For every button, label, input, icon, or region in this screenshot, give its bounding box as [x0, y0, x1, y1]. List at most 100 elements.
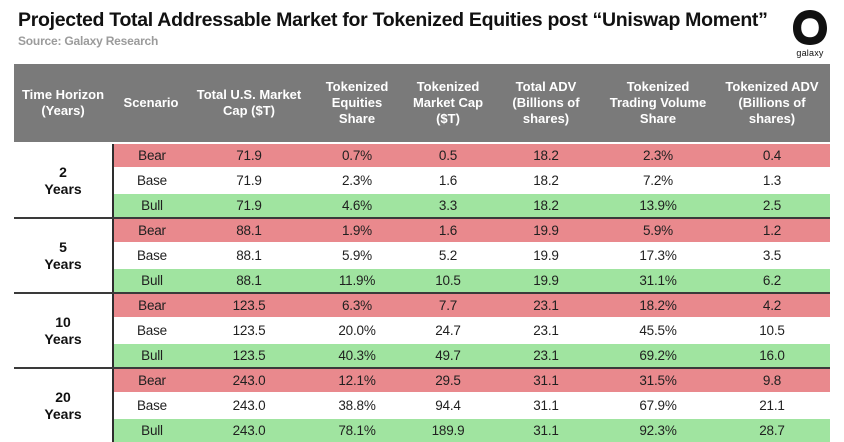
value-cell: 71.9: [236, 198, 262, 213]
scenario-cell: Bear: [138, 148, 166, 163]
scenario-rows: Bear 88.1 1.9% 1.6 19.9 5.9% 1.2 Base 88.1 5.9% 5.…: [112, 219, 830, 292]
table-row: Bear 71.9 0.7% 0.5 18.2 2.3% 0.4: [114, 144, 830, 167]
table-row: Bull 71.9 4.6% 3.3 18.2 13.9% 2.5: [114, 192, 830, 217]
column-header: Tokenized ADV (Billions of shares): [725, 78, 819, 127]
value-cell: 4.6%: [342, 198, 372, 213]
value-cell: 1.6: [438, 223, 458, 238]
value-cell: 123.5: [232, 348, 266, 363]
value-cell: 21.1: [759, 398, 785, 413]
value-cell: 24.7: [435, 323, 461, 338]
table-header-row: Time Horizon (Years) Scenario Total U.S. M…: [14, 64, 830, 142]
value-cell: 2.5: [762, 198, 782, 213]
value-cell: 10.5: [435, 273, 461, 288]
value-cell: 13.9%: [639, 198, 677, 213]
time-horizon-cell: 5 Years: [14, 219, 112, 292]
value-cell: 78.1%: [338, 423, 376, 438]
scenario-cell: Bull: [141, 273, 163, 288]
table-row: Bull 88.1 11.9% 10.5 19.9 31.1% 6.2: [114, 267, 830, 292]
value-cell: 0.4: [762, 148, 782, 163]
value-cell: 123.5: [232, 298, 266, 313]
value-cell: 19.9: [533, 223, 559, 238]
value-cell: 7.7: [438, 298, 458, 313]
value-cell: 18.2: [533, 148, 559, 163]
value-cell: 19.9: [533, 273, 559, 288]
table-body: 2 Years Bear 71.9 0.7% 0.5 18.2 2.3% 0.4 Base 71.9…: [14, 144, 830, 442]
value-cell: 92.3%: [639, 423, 677, 438]
value-cell: 31.1%: [639, 273, 677, 288]
value-cell: 0.7%: [342, 148, 372, 163]
value-cell: 94.4: [435, 398, 461, 413]
time-horizon-cell: 10 Years: [14, 294, 112, 367]
value-cell: 88.1: [236, 248, 262, 263]
column-header: Scenario: [123, 94, 179, 110]
galaxy-logo-text: galaxy: [796, 48, 824, 58]
table-row: Bear 123.5 6.3% 7.7 23.1 18.2% 4.2: [114, 294, 830, 317]
table-row: Bear 88.1 1.9% 1.6 19.9 5.9% 1.2: [114, 219, 830, 242]
scenario-cell: Bear: [138, 298, 166, 313]
value-cell: 18.2: [533, 198, 559, 213]
value-cell: 1.3: [762, 173, 782, 188]
scenario-cell: Base: [137, 323, 167, 338]
projection-table: Time Horizon (Years) Scenario Total U.S. M…: [14, 64, 830, 442]
source-attribution: Source: Galaxy Research: [18, 34, 159, 49]
value-cell: 12.1%: [338, 373, 376, 388]
column-header: Tokenized Trading Volume Share: [609, 78, 707, 127]
value-cell: 40.3%: [338, 348, 376, 363]
value-cell: 16.0: [759, 348, 785, 363]
value-cell: 3.5: [762, 248, 782, 263]
column-header: Tokenized Market Cap ($T): [412, 78, 484, 127]
masthead: Projected Total Addressable Market for T…: [14, 9, 830, 58]
value-cell: 6.2: [762, 273, 782, 288]
scenario-cell: Bull: [141, 198, 163, 213]
value-cell: 88.1: [236, 273, 262, 288]
scenario-rows: Bear 71.9 0.7% 0.5 18.2 2.3% 0.4 Base 71.9 2.3% 1.…: [112, 144, 830, 217]
time-horizon-cell: 20 Years: [14, 369, 112, 442]
scenario-cell: Bear: [138, 373, 166, 388]
table-row: Base 123.5 20.0% 24.7 23.1 45.5% 10.5: [114, 317, 830, 342]
value-cell: 31.1: [533, 373, 559, 388]
scenario-cell: Bull: [141, 348, 163, 363]
time-horizon-group: 20 Years Bear 243.0 12.1% 29.5 31.1 31.5% 9.8 Bas…: [14, 367, 830, 442]
scenario-rows: Bear 123.5 6.3% 7.7 23.1 18.2% 4.2 Base 123.5 20.…: [112, 294, 830, 367]
value-cell: 67.9%: [639, 398, 677, 413]
column-header: Total ADV (Billions of shares): [512, 78, 580, 127]
galaxy-logo: galaxy: [792, 10, 828, 58]
value-cell: 3.3: [438, 198, 458, 213]
scenario-cell: Base: [137, 398, 167, 413]
value-cell: 28.7: [759, 423, 785, 438]
value-cell: 69.2%: [639, 348, 677, 363]
value-cell: 45.5%: [639, 323, 677, 338]
value-cell: 7.2%: [643, 173, 673, 188]
value-cell: 49.7: [435, 348, 461, 363]
value-cell: 71.9: [236, 173, 262, 188]
column-header: Time Horizon (Years): [21, 86, 105, 118]
time-horizon-group: 5 Years Bear 88.1 1.9% 1.6 19.9 5.9% 1.2 Base 88.1…: [14, 217, 830, 292]
table-row: Base 71.9 2.3% 1.6 18.2 7.2% 1.3: [114, 167, 830, 192]
value-cell: 1.9%: [342, 223, 372, 238]
heading-block: Projected Total Addressable Market for T…: [14, 9, 768, 48]
value-cell: 23.1: [533, 323, 559, 338]
value-cell: 0.5: [438, 148, 458, 163]
value-cell: 6.3%: [342, 298, 372, 313]
table-row: Base 243.0 38.8% 94.4 31.1 67.9% 21.1: [114, 392, 830, 417]
value-cell: 1.6: [438, 173, 458, 188]
value-cell: 4.2: [762, 298, 782, 313]
value-cell: 9.8: [762, 373, 782, 388]
value-cell: 18.2: [533, 173, 559, 188]
value-cell: 2.3%: [342, 173, 372, 188]
value-cell: 31.1: [533, 423, 559, 438]
value-cell: 31.5%: [639, 373, 677, 388]
value-cell: 5.9%: [342, 248, 372, 263]
value-cell: 31.1: [533, 398, 559, 413]
value-cell: 23.1: [533, 298, 559, 313]
column-header: Total U.S. Market Cap ($T): [196, 86, 302, 118]
table-row: Bull 243.0 78.1% 189.9 31.1 92.3% 28.7: [114, 417, 830, 442]
value-cell: 11.9%: [338, 273, 376, 288]
value-cell: 17.3%: [639, 248, 677, 263]
table-row: Bull 123.5 40.3% 49.7 23.1 69.2% 16.0: [114, 342, 830, 367]
value-cell: 20.0%: [338, 323, 376, 338]
value-cell: 243.0: [232, 423, 266, 438]
value-cell: 71.9: [236, 148, 262, 163]
scenario-cell: Bear: [138, 223, 166, 238]
